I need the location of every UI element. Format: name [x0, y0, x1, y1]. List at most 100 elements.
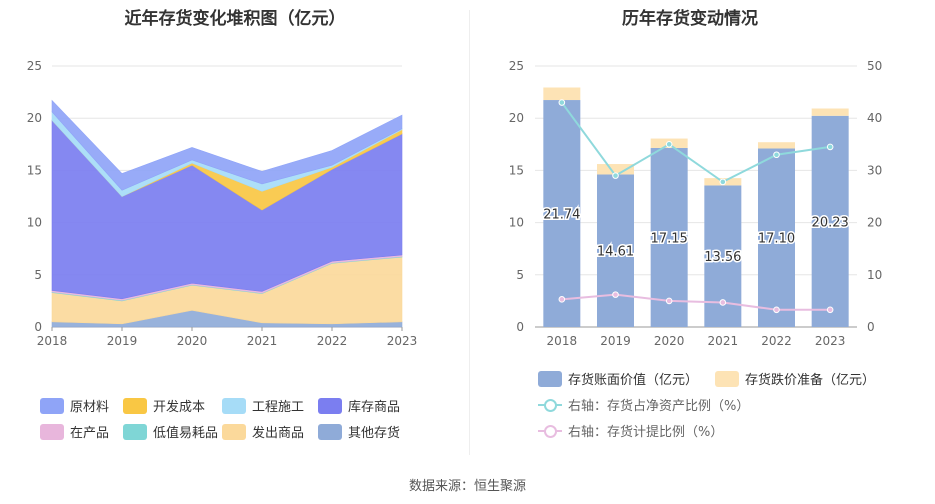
legend-item-reserve[interactable]: 存货跌价准备（亿元） [715, 369, 875, 388]
right-x-tick-label: 2020 [654, 334, 685, 348]
area-series-raw [51, 99, 403, 191]
right-x-tick-label: 2021 [708, 334, 739, 348]
line-point-ratio_asset [665, 141, 673, 148]
right-y2-tick-label: 50 [867, 59, 882, 73]
bar-book-value [650, 147, 688, 327]
line-point-ratio_asset [719, 178, 727, 186]
line-point-ratio_reserve [612, 291, 619, 298]
left-chart-title: 近年存货变化堆积图（亿元） [124, 9, 346, 29]
left-y-tick-label: 25 [27, 59, 42, 73]
bar-value-label: 14.61 [597, 245, 634, 260]
left-y-tick-label: 0 [34, 320, 42, 334]
legend-label: 存货跌价准备（亿元） [745, 373, 876, 388]
legend-label: 低值易耗品 [153, 426, 219, 441]
legend-item-dev[interactable]: 开发成本 [123, 396, 205, 415]
bar-book-value [543, 100, 581, 328]
legend-label: 右轴：存货占净资产比例（%） [568, 399, 750, 414]
legend-swatch [123, 423, 147, 440]
right-y2-tick-label: 0 [867, 320, 875, 334]
right-y2-tick-label: 10 [867, 268, 882, 282]
legend-label: 在产品 [70, 426, 110, 441]
left-y-tick-label: 10 [27, 216, 42, 230]
legend-item-ratio_reserve[interactable]: 右轴：存货计提比例（%） [538, 421, 723, 440]
right-x-tick-label: 2018 [547, 334, 578, 348]
legend-swatch [318, 397, 342, 414]
bar-book-value [597, 174, 634, 327]
legend-swatch [538, 370, 562, 387]
right-x-tick-label: 2023 [815, 334, 846, 348]
line-point-ratio_reserve [558, 296, 566, 303]
legend-item-eng[interactable]: 工程施工 [222, 396, 304, 415]
legend-item-low[interactable]: 低值易耗品 [123, 422, 218, 441]
bar-reserve [597, 164, 634, 175]
legend-label: 右轴：存货计提比例（%） [568, 425, 724, 440]
legend-label: 工程施工 [252, 400, 305, 415]
line-point-ratio_reserve [773, 306, 780, 314]
legend-item-other[interactable]: 其他存货 [318, 422, 400, 441]
line-point-ratio_reserve [826, 306, 834, 314]
left-x-tick-label: 2020 [177, 334, 208, 348]
legend-swatch [538, 397, 562, 413]
line-series-ratio_reserve [561, 293, 831, 311]
bar-value-label: 17.15 [651, 231, 688, 246]
line-point-ratio_reserve [719, 299, 727, 306]
data-source: 数据来源：恒生聚源 [408, 479, 526, 494]
right-y2-tick-label: 30 [867, 163, 882, 177]
right-chart-title: 历年存货变动情况 [622, 9, 758, 29]
bar-value-label: 20.23 [812, 215, 849, 230]
bar-value-label: 13.56 [704, 250, 741, 265]
right-x-tick-label: 2022 [761, 334, 792, 348]
legend-label: 原材料 [70, 400, 110, 415]
right-y-tick-label: 10 [509, 216, 524, 230]
legend-label: 开发成本 [153, 400, 206, 415]
line-point-ratio_asset [826, 143, 834, 151]
legend-swatch [538, 423, 562, 439]
legend-label: 存货账面价值（亿元） [568, 373, 699, 388]
legend-swatch [40, 397, 64, 414]
legend-label: 发出商品 [252, 426, 305, 441]
line-point-ratio_reserve [665, 297, 673, 305]
right-x-tick-label: 2019 [600, 334, 631, 348]
legend-item-book[interactable]: 存货账面价值（亿元） [538, 369, 698, 388]
chart-divider [469, 10, 470, 455]
right-y2-tick-label: 20 [867, 216, 882, 230]
legend-swatch [123, 397, 147, 414]
legend-item-stock[interactable]: 库存商品 [318, 396, 400, 415]
right-y-tick-label: 15 [509, 163, 524, 177]
left-x-tick-label: 2019 [107, 334, 138, 348]
line-point-ratio_asset [773, 151, 780, 159]
legend-item-wip[interactable]: 在产品 [40, 422, 109, 441]
legend-swatch [715, 370, 739, 387]
bar-reserve [758, 142, 795, 149]
bar-reserve [543, 87, 581, 101]
legend-item-shipped[interactable]: 发出商品 [222, 422, 304, 441]
bar-book-value [758, 148, 795, 327]
bar-value-label: 21.74 [543, 208, 580, 223]
right-y2-tick-label: 40 [867, 111, 882, 125]
bar-value-label: 17.10 [758, 232, 795, 247]
left-x-tick-label: 2022 [317, 334, 348, 348]
right-y-tick-label: 25 [509, 59, 524, 73]
left-x-tick-label: 2023 [387, 334, 418, 348]
right-y-tick-label: 20 [509, 111, 524, 125]
bar-book-value [811, 115, 849, 327]
right-y-tick-label: 0 [516, 320, 524, 334]
legend-item-ratio_asset[interactable]: 右轴：存货占净资产比例（%） [538, 395, 749, 414]
legend-label: 库存商品 [348, 400, 401, 415]
left-y-tick-label: 5 [34, 268, 42, 282]
legend-swatch [318, 423, 342, 440]
legend-swatch [222, 423, 246, 440]
bar-reserve [811, 108, 849, 116]
legend-label: 其他存货 [348, 426, 401, 441]
right-y-tick-label: 5 [516, 268, 524, 282]
left-x-tick-label: 2018 [37, 334, 68, 348]
line-point-ratio_asset [612, 172, 619, 179]
left-y-tick-label: 15 [27, 163, 42, 177]
line-point-ratio_asset [558, 99, 566, 106]
line-series-ratio_asset [561, 101, 831, 184]
legend-swatch [40, 423, 64, 440]
left-y-tick-label: 20 [27, 111, 42, 125]
legend-swatch [222, 397, 246, 414]
legend-item-raw[interactable]: 原材料 [40, 396, 109, 415]
